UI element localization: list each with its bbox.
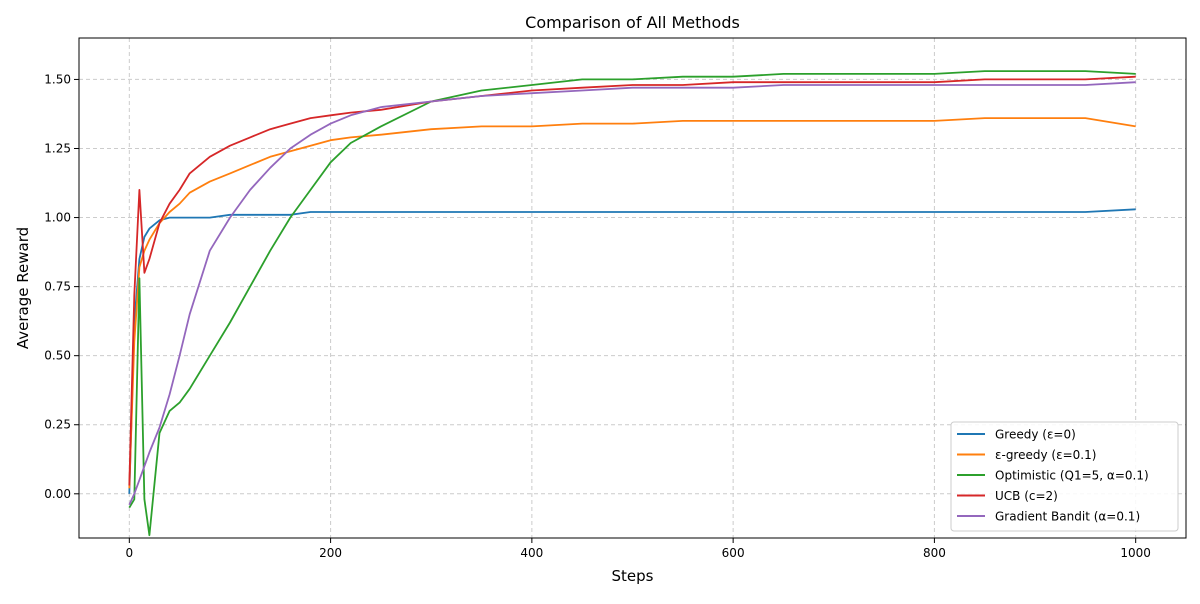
x-tick-label: 0 [125, 546, 133, 560]
y-tick-label: 0.50 [44, 349, 71, 363]
x-tick-label: 1000 [1120, 546, 1151, 560]
chart-title: Comparison of All Methods [525, 13, 740, 32]
y-axis-ticks: 0.00 0.25 0.50 0.75 1.00 1.25 1.50 [44, 72, 79, 501]
plot-frame [78, 37, 1187, 539]
series-line-2 [128, 117, 1136, 489]
series-line-3 [128, 70, 1136, 537]
x-axis-ticks: 0 200 400 600 800 1000 [125, 538, 1151, 560]
y-axis-label: Average Reward [14, 227, 32, 349]
y-tick-label: 0.25 [44, 418, 71, 432]
legend-box [950, 421, 1179, 532]
series-lines [128, 70, 1136, 537]
y-tick-label: 1.00 [44, 211, 71, 225]
y-tick-label: 1.50 [44, 72, 71, 86]
x-tick-label: 800 [923, 546, 946, 560]
legend-label: ε-greedy (ε=0.1) [995, 448, 1096, 462]
y-tick-label: 0.75 [44, 280, 71, 294]
legend-label: Greedy (ε=0) [995, 428, 1076, 442]
series-line-5 [128, 81, 1136, 506]
legend-label: UCB (c=2) [995, 489, 1058, 503]
y-tick-label: 0.00 [44, 487, 71, 501]
series-line-4 [128, 75, 1136, 486]
legend-label: Gradient Bandit (α=0.1) [995, 510, 1140, 524]
x-tick-label: 200 [319, 546, 342, 560]
x-tick-label: 600 [722, 546, 745, 560]
y-tick-label: 1.25 [44, 141, 71, 155]
x-tick-label: 400 [520, 546, 543, 560]
legend-label: Optimistic (Q1=5, α=0.1) [995, 469, 1149, 483]
legend: Greedy (ε=0) ε-greedy (ε=0.1) Optimistic (… [950, 421, 1179, 532]
x-axis-label: Steps [612, 567, 654, 585]
